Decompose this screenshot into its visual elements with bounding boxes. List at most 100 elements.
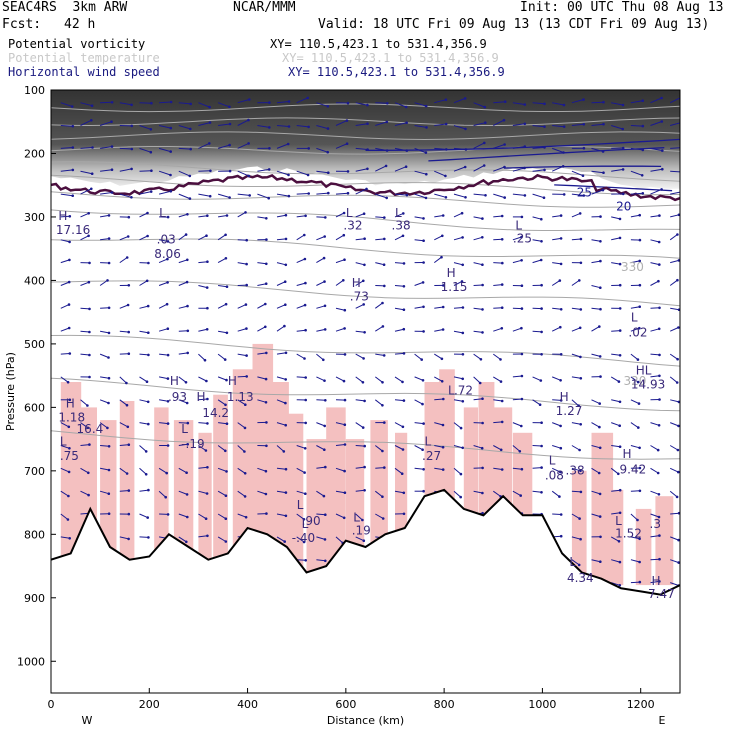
wind-vector bbox=[257, 303, 266, 309]
theta-contour-2 bbox=[51, 131, 680, 141]
wind-vector-head bbox=[638, 213, 641, 217]
wind-vector-head bbox=[660, 120, 664, 123]
wind-vector-head bbox=[68, 398, 72, 402]
wind-vector bbox=[512, 327, 522, 332]
wind-vector-head bbox=[71, 194, 74, 197]
wind-vector bbox=[493, 215, 503, 218]
wind-vector-head bbox=[245, 354, 248, 357]
hl-annotation: 1.13 bbox=[227, 390, 254, 404]
wind-vector bbox=[178, 513, 188, 518]
wind-vector-head bbox=[481, 236, 484, 239]
wind-vector-head bbox=[520, 215, 524, 219]
wind-vector-head bbox=[147, 422, 150, 426]
wind-vector-head bbox=[638, 580, 642, 584]
wind-vector bbox=[80, 281, 90, 286]
wind-vector-head bbox=[638, 537, 641, 541]
wind-vector-head bbox=[641, 124, 645, 128]
wind-vector-head bbox=[422, 239, 425, 242]
wind-vector bbox=[198, 122, 211, 126]
wind-vector-head bbox=[268, 101, 271, 104]
theta-contour-5 bbox=[51, 174, 680, 196]
hl-annotation: .03 bbox=[157, 233, 176, 247]
wind-vector bbox=[100, 238, 110, 241]
wind-vector bbox=[100, 146, 113, 149]
wind-vector bbox=[237, 328, 247, 332]
wind-vector-head bbox=[599, 307, 602, 311]
wind-vector-head bbox=[598, 355, 602, 358]
x-tick-label: 200 bbox=[139, 698, 160, 711]
wind-vector bbox=[178, 376, 187, 383]
wind-vector-head bbox=[286, 142, 290, 146]
hl-annotation: .32 bbox=[343, 219, 362, 233]
wind-vector-head bbox=[402, 262, 406, 265]
wind-vector bbox=[159, 101, 172, 104]
wind-vector bbox=[139, 536, 149, 538]
wind-vector bbox=[60, 445, 70, 449]
wind-vector-head bbox=[520, 397, 524, 401]
wind-vector-head bbox=[680, 121, 683, 124]
wind-vector bbox=[335, 279, 344, 286]
wind-vector-head bbox=[582, 194, 586, 197]
wind-vector-head bbox=[206, 534, 209, 538]
wind-vector bbox=[453, 445, 463, 449]
wind-vector bbox=[198, 235, 207, 241]
wind-vector bbox=[630, 147, 643, 151]
wind-vector bbox=[650, 280, 659, 286]
wind-vector-head bbox=[602, 122, 605, 126]
wind-vector bbox=[276, 125, 290, 127]
wind-vector-head bbox=[478, 381, 482, 385]
wind-vector-head bbox=[460, 280, 464, 283]
y-axis-label: Pressure (hPa) bbox=[4, 352, 17, 431]
wind-vector bbox=[493, 307, 503, 309]
wind-vector-head bbox=[523, 145, 527, 148]
wind-vector-head bbox=[149, 190, 153, 193]
wind-vector bbox=[453, 147, 466, 150]
wind-contour-1 bbox=[428, 147, 665, 162]
wind-vector bbox=[414, 125, 427, 128]
wind-vector bbox=[512, 398, 522, 401]
wind-vector bbox=[316, 466, 326, 469]
legend-theta-name: Potential temperature bbox=[8, 51, 160, 65]
wind-vector-head bbox=[185, 471, 188, 475]
wind-vector-head bbox=[342, 279, 345, 282]
wind-vector bbox=[551, 165, 564, 172]
wind-vector-head bbox=[86, 426, 90, 430]
wind-vector bbox=[532, 490, 542, 493]
wind-vector bbox=[237, 99, 250, 104]
wind-vector bbox=[218, 123, 231, 126]
wind-vector-head bbox=[362, 279, 365, 283]
wind-vector-head bbox=[343, 258, 346, 262]
wind-vector bbox=[237, 193, 250, 196]
wind-vector-head bbox=[420, 358, 424, 361]
wind-vector-head bbox=[500, 214, 504, 218]
wind-vector-head bbox=[381, 301, 384, 305]
wind-vector-head bbox=[265, 512, 268, 515]
hl-annotation: .38 bbox=[566, 464, 585, 478]
wind-vector-head bbox=[405, 193, 409, 197]
wind-vector bbox=[650, 375, 660, 378]
wind-vector-head bbox=[264, 325, 267, 329]
wind-vector bbox=[237, 375, 247, 378]
wind-vector-head bbox=[621, 146, 625, 150]
wind-vector-head bbox=[559, 513, 563, 516]
wind-vector-head bbox=[481, 491, 484, 495]
wind-vector-head bbox=[244, 211, 247, 214]
wind-vector-head bbox=[484, 121, 487, 124]
wind-vector bbox=[630, 581, 640, 584]
wind-vector bbox=[80, 307, 90, 310]
wind-vector-head bbox=[287, 125, 291, 128]
wind-vector bbox=[237, 467, 246, 474]
wind-vector bbox=[237, 304, 247, 309]
wind-vector bbox=[591, 513, 601, 518]
wind-vector bbox=[99, 353, 109, 358]
wind-vector-head bbox=[147, 353, 150, 357]
wind-vector-head bbox=[558, 495, 561, 498]
wind-vector-head bbox=[284, 351, 288, 355]
wind-vector-head bbox=[363, 465, 366, 469]
wind-vector-head bbox=[621, 168, 625, 171]
wind-vector-head bbox=[618, 560, 622, 564]
wind-vector bbox=[650, 121, 662, 126]
wind-vector bbox=[296, 170, 309, 176]
wind-vector bbox=[257, 399, 267, 403]
wind-vector-head bbox=[404, 105, 408, 109]
